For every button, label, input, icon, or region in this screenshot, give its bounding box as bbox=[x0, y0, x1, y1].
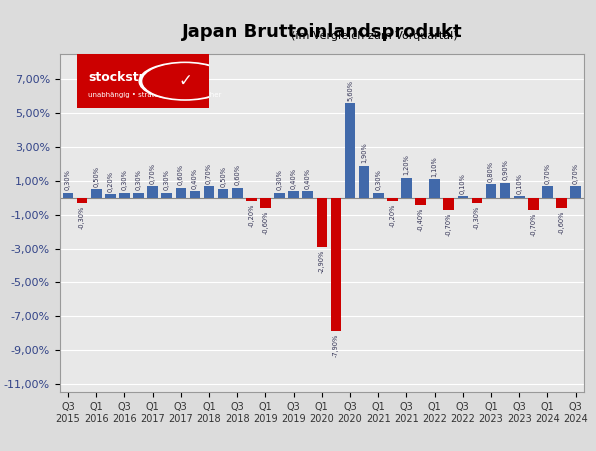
Bar bbox=[77, 198, 88, 203]
Circle shape bbox=[139, 62, 231, 100]
Bar bbox=[288, 191, 299, 198]
Text: 0,40%: 0,40% bbox=[291, 168, 297, 189]
Text: 0,50%: 0,50% bbox=[220, 166, 226, 187]
Text: 0,30%: 0,30% bbox=[277, 170, 283, 190]
Text: 0,70%: 0,70% bbox=[150, 162, 156, 184]
Text: 0,90%: 0,90% bbox=[502, 159, 508, 180]
Text: stockstreet.de: stockstreet.de bbox=[88, 71, 190, 84]
Bar bbox=[302, 191, 313, 198]
Bar bbox=[204, 186, 215, 198]
Text: 0,30%: 0,30% bbox=[65, 170, 71, 190]
Text: 0,10%: 0,10% bbox=[460, 173, 466, 193]
Bar bbox=[176, 188, 186, 198]
Bar bbox=[190, 191, 200, 198]
Text: 0,10%: 0,10% bbox=[516, 173, 522, 193]
Text: 0,40%: 0,40% bbox=[305, 168, 311, 189]
Bar bbox=[359, 166, 370, 198]
Bar bbox=[443, 198, 454, 210]
Bar bbox=[331, 198, 342, 331]
Circle shape bbox=[143, 64, 227, 98]
Bar bbox=[274, 193, 285, 198]
Text: -0,60%: -0,60% bbox=[558, 211, 564, 234]
Text: -0,30%: -0,30% bbox=[474, 206, 480, 229]
Text: 0,30%: 0,30% bbox=[164, 170, 170, 190]
Text: unabhängig • strategisch • treffsicher: unabhängig • strategisch • treffsicher bbox=[88, 92, 221, 98]
Text: -0,70%: -0,70% bbox=[446, 212, 452, 235]
Bar bbox=[486, 184, 496, 198]
Bar bbox=[401, 178, 412, 198]
Text: -7,90%: -7,90% bbox=[333, 334, 339, 357]
Bar bbox=[119, 193, 130, 198]
Text: 0,20%: 0,20% bbox=[107, 171, 113, 192]
Bar bbox=[246, 198, 257, 201]
Text: -0,20%: -0,20% bbox=[249, 204, 254, 227]
Text: (im Vergleich zum Vorquartal): (im Vergleich zum Vorquartal) bbox=[186, 31, 458, 41]
Bar bbox=[162, 193, 172, 198]
Bar bbox=[514, 196, 524, 198]
Bar bbox=[556, 198, 567, 208]
Text: 0,70%: 0,70% bbox=[544, 162, 551, 184]
Text: 0,80%: 0,80% bbox=[488, 161, 494, 182]
Text: 0,30%: 0,30% bbox=[375, 170, 381, 190]
Bar bbox=[147, 186, 158, 198]
Bar bbox=[542, 186, 552, 198]
Text: 1,90%: 1,90% bbox=[361, 143, 367, 163]
Text: -2,90%: -2,90% bbox=[319, 249, 325, 273]
Bar bbox=[134, 193, 144, 198]
Text: 0,50%: 0,50% bbox=[93, 166, 100, 187]
Bar bbox=[105, 194, 116, 198]
Text: Japan Bruttoinlandsprodukt: Japan Bruttoinlandsprodukt bbox=[182, 23, 462, 41]
Text: 1,20%: 1,20% bbox=[403, 154, 409, 175]
Bar bbox=[260, 198, 271, 208]
Bar bbox=[528, 198, 539, 210]
Bar bbox=[344, 103, 355, 198]
Text: 0,40%: 0,40% bbox=[192, 168, 198, 189]
Bar bbox=[316, 198, 327, 247]
Text: 0,70%: 0,70% bbox=[206, 162, 212, 184]
Bar bbox=[373, 193, 383, 198]
Bar bbox=[429, 179, 440, 198]
Text: -0,60%: -0,60% bbox=[262, 211, 268, 234]
Bar bbox=[63, 193, 73, 198]
Bar bbox=[471, 198, 482, 203]
Bar bbox=[570, 186, 581, 198]
Text: -0,40%: -0,40% bbox=[418, 207, 424, 230]
Bar bbox=[387, 198, 398, 201]
Text: -0,20%: -0,20% bbox=[389, 204, 395, 227]
Text: 5,60%: 5,60% bbox=[347, 80, 353, 101]
Bar bbox=[91, 189, 101, 198]
Text: 0,60%: 0,60% bbox=[178, 164, 184, 185]
Text: -0,70%: -0,70% bbox=[530, 212, 536, 235]
Text: -0,30%: -0,30% bbox=[79, 206, 85, 229]
Text: ✓: ✓ bbox=[178, 72, 192, 90]
Text: 0,70%: 0,70% bbox=[573, 162, 579, 184]
Bar bbox=[232, 188, 243, 198]
Text: 0,60%: 0,60% bbox=[234, 164, 240, 185]
Bar bbox=[458, 196, 468, 198]
Bar bbox=[218, 189, 228, 198]
Text: 1,10%: 1,10% bbox=[432, 156, 437, 177]
Bar bbox=[500, 183, 510, 198]
Bar bbox=[415, 198, 426, 205]
Text: 0,30%: 0,30% bbox=[135, 170, 142, 190]
Text: 0,30%: 0,30% bbox=[122, 170, 128, 190]
